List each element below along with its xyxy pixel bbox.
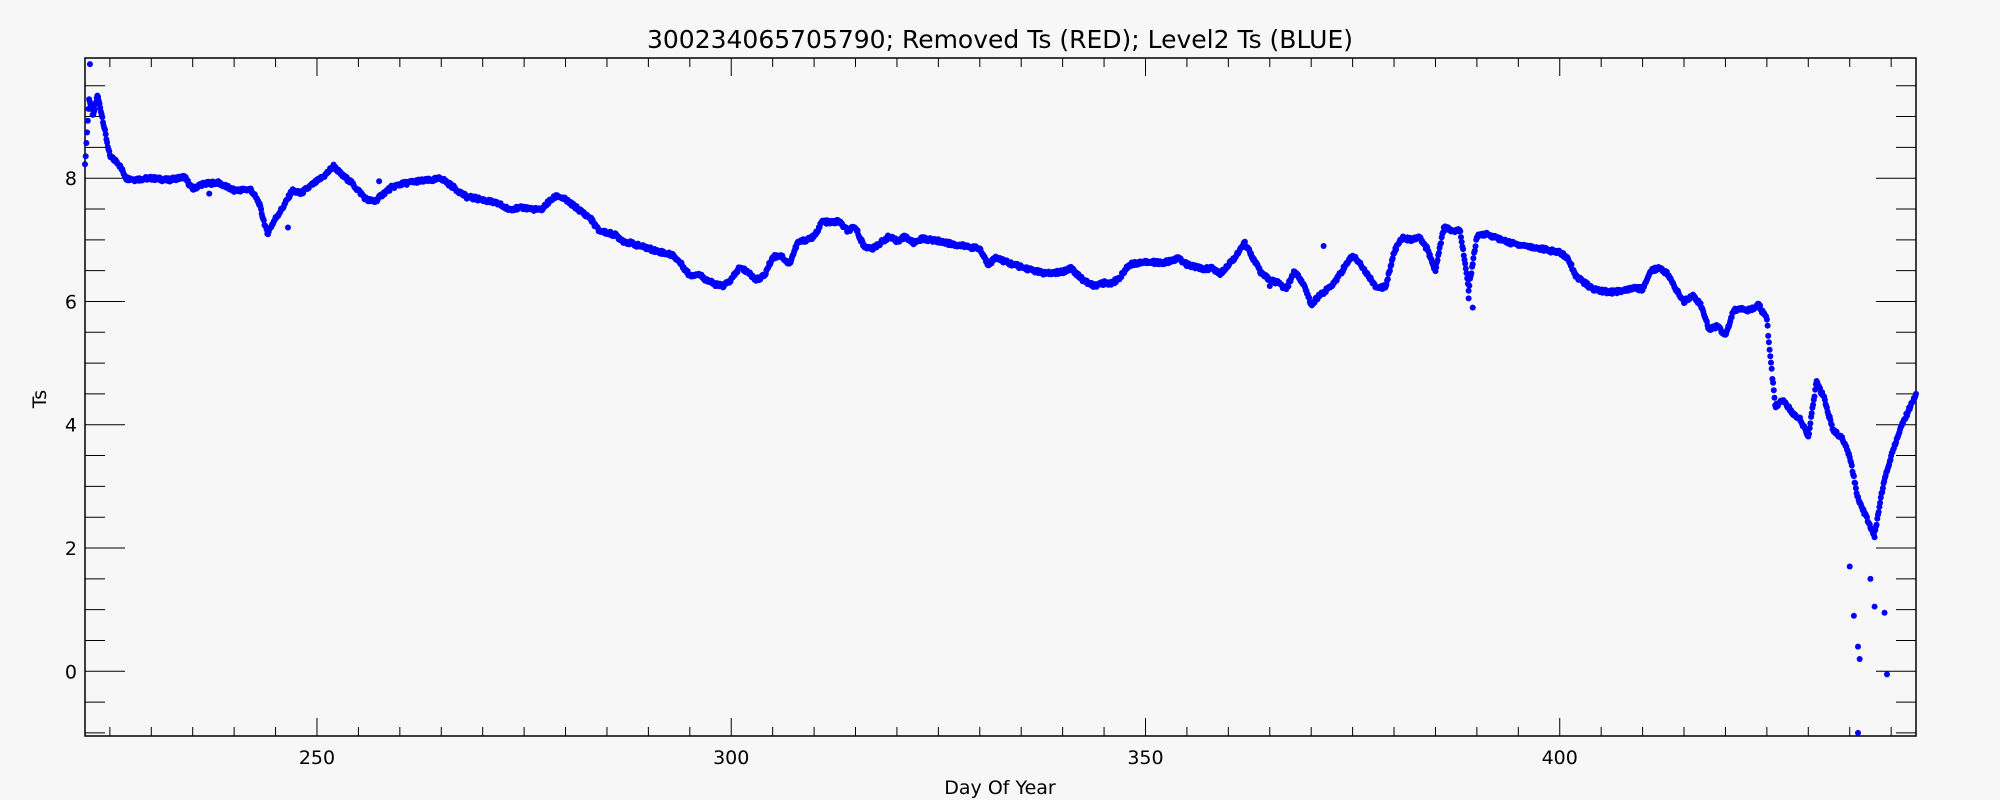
data-point <box>82 161 88 168</box>
data-point <box>1472 243 1479 250</box>
x-tick-label: 400 <box>1542 747 1578 769</box>
x-tick-label: 250 <box>299 747 335 769</box>
data-point <box>1458 238 1465 245</box>
data-point <box>1462 265 1469 272</box>
data-point <box>1848 462 1855 469</box>
chart-title: 300234065705790; Removed Ts (RED); Level… <box>647 25 1353 54</box>
data-point <box>1806 425 1813 432</box>
data-point <box>1867 575 1874 582</box>
data-point <box>1850 473 1857 480</box>
data-point <box>1808 410 1815 417</box>
data-point <box>1568 261 1575 268</box>
data-point <box>1811 393 1818 400</box>
data-point <box>1879 485 1886 492</box>
data-point <box>1856 655 1863 662</box>
axis-ticks <box>85 58 1916 736</box>
data-point <box>1469 261 1476 268</box>
data-points <box>82 61 1919 736</box>
data-point <box>1457 228 1464 235</box>
data-point <box>260 217 267 224</box>
data-point <box>102 131 109 138</box>
data-point <box>206 190 213 197</box>
data-point <box>84 129 91 136</box>
data-point <box>1771 394 1778 401</box>
data-point <box>1438 240 1444 247</box>
plot-frame <box>84 57 1917 737</box>
data-point <box>1386 267 1393 274</box>
data-point <box>1763 316 1770 323</box>
data-point <box>1462 260 1469 267</box>
data-point <box>1850 612 1857 619</box>
data-point <box>284 224 291 231</box>
data-point <box>1766 346 1773 353</box>
data-point <box>83 140 90 146</box>
data-point <box>91 106 98 113</box>
y-tick-label: 0 <box>65 661 77 683</box>
data-point <box>1465 295 1472 302</box>
data-point <box>1765 332 1772 339</box>
data-point <box>1871 603 1878 610</box>
data-point <box>1460 246 1467 253</box>
data-point <box>376 178 383 185</box>
data-point <box>84 117 91 124</box>
data-point <box>102 126 108 133</box>
data-point <box>1471 247 1478 254</box>
y-tick-label: 8 <box>65 168 77 190</box>
data-point <box>104 139 111 146</box>
data-point <box>1871 534 1878 541</box>
data-point <box>1764 322 1771 329</box>
data-point <box>1770 387 1777 394</box>
data-point <box>1388 261 1395 268</box>
x-axis-label: Day Of Year <box>944 777 1056 799</box>
data-point <box>1873 521 1880 528</box>
data-point <box>1466 282 1473 289</box>
data-point <box>1468 270 1475 277</box>
data-point <box>1810 401 1817 408</box>
data-point <box>1806 430 1812 437</box>
data-point <box>99 114 106 121</box>
data-point <box>1384 276 1391 283</box>
data-point <box>1884 671 1891 678</box>
data-point <box>82 153 89 160</box>
data-point <box>620 239 627 246</box>
data-point <box>1465 287 1472 294</box>
data-point <box>258 206 265 213</box>
data-point <box>1877 499 1884 506</box>
data-point <box>1435 249 1442 256</box>
data-point <box>1913 390 1919 397</box>
data-point <box>1846 563 1853 570</box>
data-point <box>1266 283 1273 290</box>
y-tick-label: 2 <box>65 538 77 560</box>
data-point <box>1807 420 1814 427</box>
y-tick-label: 6 <box>65 291 77 313</box>
data-point <box>1852 480 1859 487</box>
x-tick-label: 350 <box>1127 747 1163 769</box>
axis-tick-labels: 250 300 350 400 0 2 4 6 8 <box>65 168 1578 769</box>
data-point <box>1458 234 1464 241</box>
data-point <box>1765 339 1772 346</box>
x-tick-label: 300 <box>713 747 749 769</box>
data-point <box>1852 485 1859 492</box>
data-point <box>1768 359 1774 366</box>
data-point <box>1432 261 1439 268</box>
data-point <box>1470 255 1477 262</box>
y-axis-label: Ts <box>29 390 51 409</box>
data-point <box>1463 270 1470 277</box>
data-point <box>1770 379 1777 386</box>
data-point <box>1881 609 1888 616</box>
data-point <box>1285 283 1292 290</box>
data-point <box>1768 365 1775 372</box>
y-tick-label: 4 <box>65 415 77 437</box>
data-point <box>1855 643 1862 650</box>
data-point <box>1767 353 1774 360</box>
data-point <box>1469 304 1476 311</box>
data-point <box>1320 242 1327 249</box>
data-point <box>1855 729 1862 736</box>
data-point <box>1389 255 1396 262</box>
data-point <box>1864 514 1870 521</box>
data-point <box>86 61 93 68</box>
data-point <box>1875 509 1882 515</box>
